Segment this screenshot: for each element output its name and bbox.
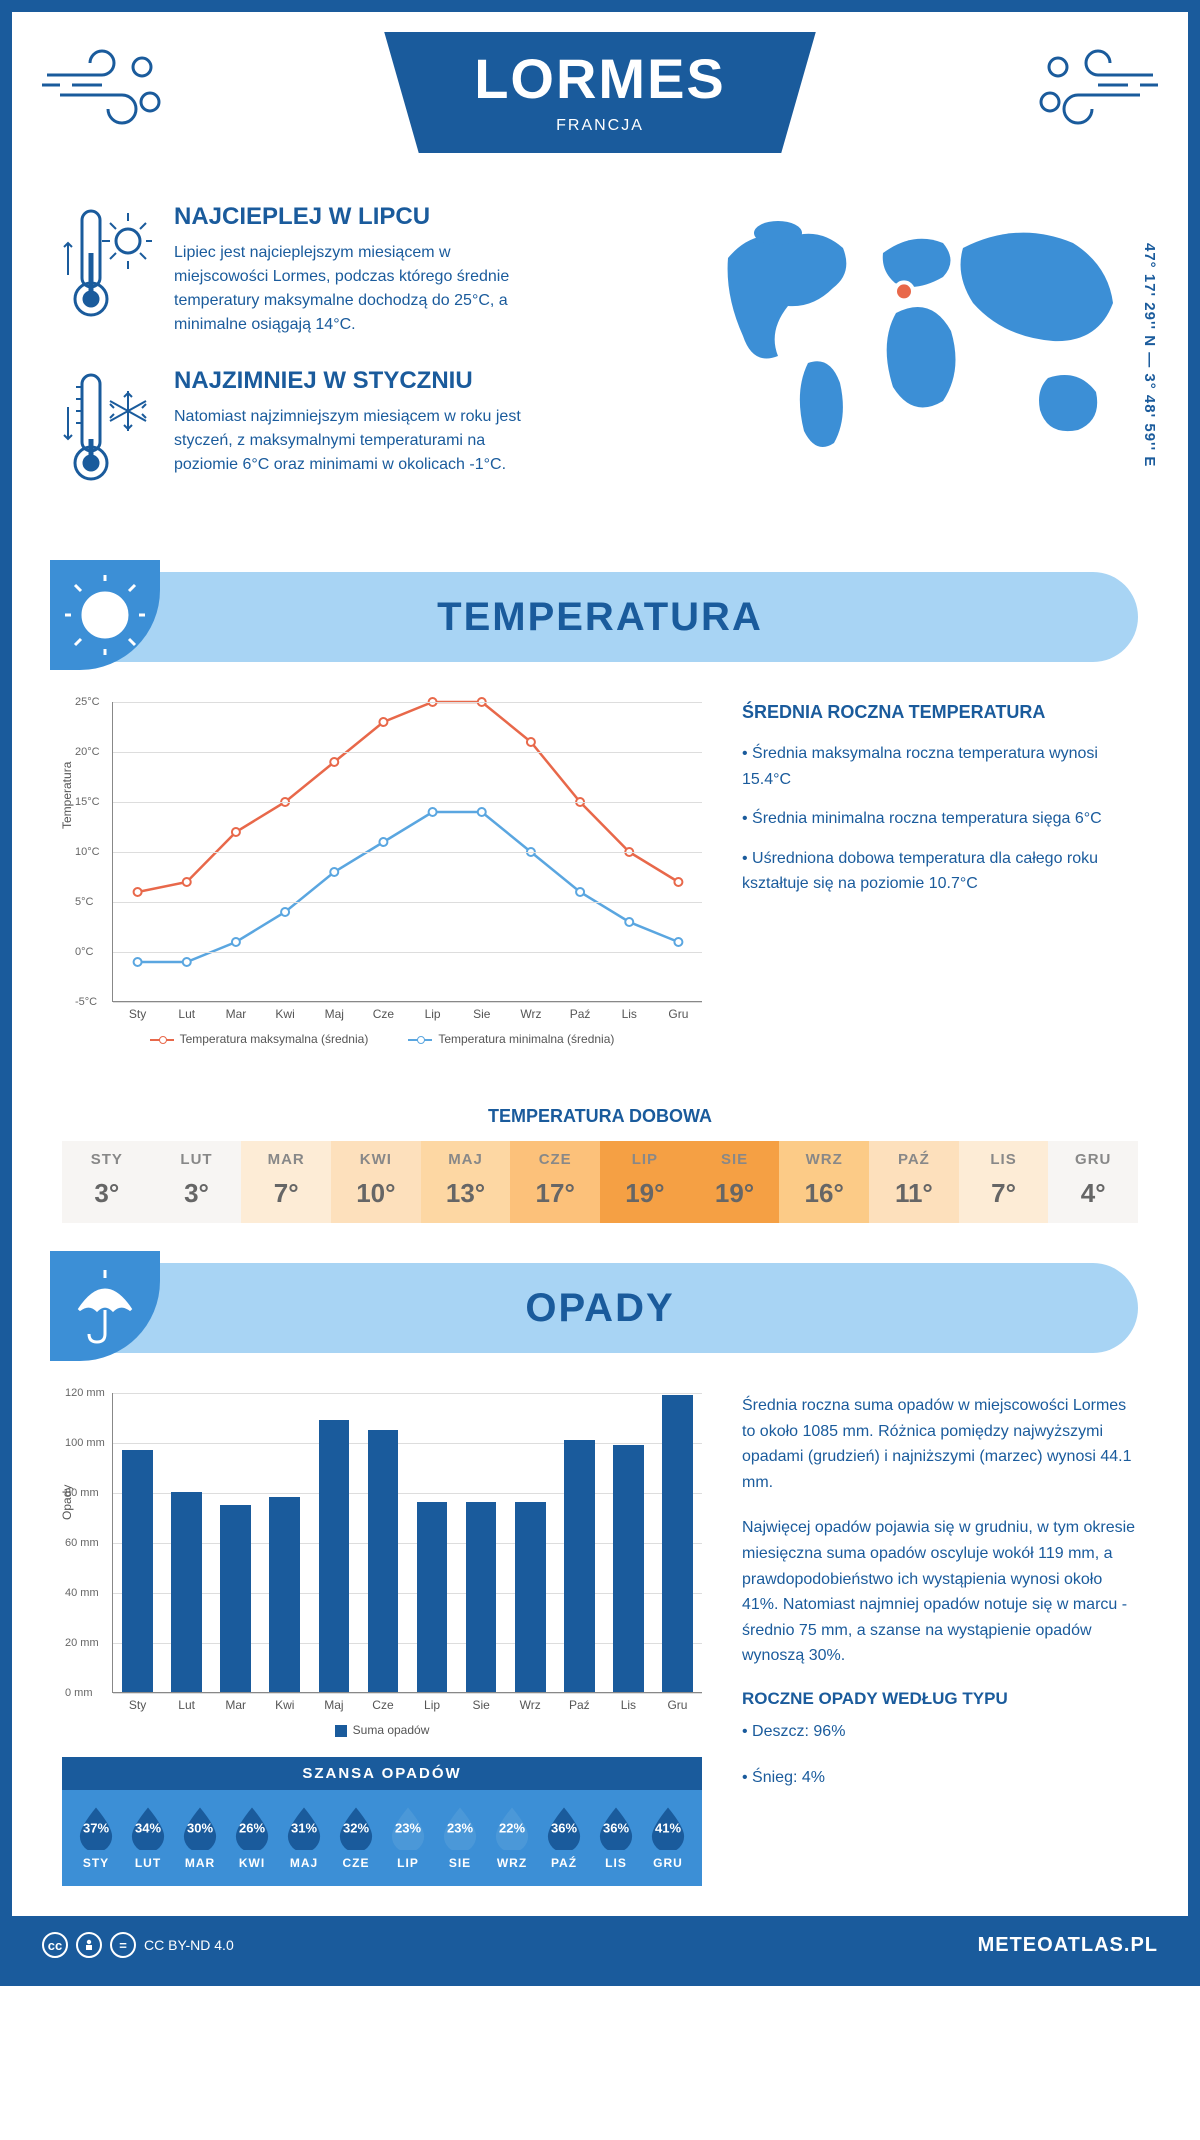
daily-cell: WRZ16° (779, 1141, 869, 1223)
temp-info-title: ŚREDNIA ROCZNA TEMPERATURA (742, 702, 1138, 723)
temperature-title: TEMPERATURA (437, 595, 763, 640)
precip-type-2: • Śnieg: 4% (742, 1765, 1138, 1791)
legend-max: Temperatura maksymalna (średnia) (180, 1032, 369, 1046)
infographic-page: LORMES FRANCJA NAJCIEPLEJ W LIPCU Lipiec… (0, 0, 1200, 1986)
precip-title: OPADY (525, 1286, 674, 1331)
daily-cell: CZE17° (510, 1141, 600, 1223)
coordinates: 47° 17' 29'' N — 3° 48' 59'' E (1141, 243, 1158, 467)
daily-cell: LUT3° (152, 1141, 242, 1223)
by-icon (76, 1932, 102, 1958)
coldest-text: Natomiast najzimniejszym miesiącem w rok… (174, 405, 534, 477)
coldest-title: NAJZIMNIEJ W STYCZNIU (174, 367, 534, 395)
precip-chance-box: SZANSA OPADÓW 37%STY34%LUT30%MAR26%KWI31… (62, 1757, 702, 1886)
nd-icon: = (110, 1932, 136, 1958)
thermometer-cold-icon (62, 367, 152, 492)
hottest-fact: NAJCIEPLEJ W LIPCU Lipiec jest najcieple… (62, 203, 648, 337)
chance-drop: 34%LUT (122, 1804, 174, 1870)
cc-icon: cc (42, 1932, 68, 1958)
precip-bar-chart: Opady 0 mm20 mm40 mm60 mm80 mm100 mm120 … (112, 1393, 702, 1693)
wind-icon (1028, 47, 1158, 132)
daily-cell: KWI10° (331, 1141, 421, 1223)
daily-cell: LIS7° (959, 1141, 1049, 1223)
chance-drop: 22%WRZ (486, 1804, 538, 1870)
chance-drop: 37%STY (70, 1804, 122, 1870)
temp-info-2: • Średnia minimalna roczna temperatura s… (742, 806, 1138, 832)
chance-drop: 23%SIE (434, 1804, 486, 1870)
world-map: 47° 17' 29'' N — 3° 48' 59'' E (688, 203, 1138, 522)
summary-row: NAJCIEPLEJ W LIPCU Lipiec jest najcieple… (12, 163, 1188, 552)
precip-type-title: ROCZNE OPADY WEDŁUG TYPU (742, 1689, 1138, 1709)
daily-cell: GRU4° (1048, 1141, 1138, 1223)
chance-drop: 32%CZE (330, 1804, 382, 1870)
chance-drop: 30%MAR (174, 1804, 226, 1870)
daily-cell: MAJ13° (421, 1141, 511, 1223)
hottest-text: Lipiec jest najcieplejszym miesiącem w m… (174, 241, 534, 337)
footer: cc = CC BY-ND 4.0 METEOATLAS.PL (12, 1916, 1188, 1974)
precip-banner: OPADY (62, 1263, 1138, 1353)
sun-icon (50, 560, 160, 670)
precip-legend: Suma opadów (62, 1723, 702, 1737)
daily-cell: STY3° (62, 1141, 152, 1223)
legend-min: Temperatura minimalna (średnia) (438, 1032, 614, 1046)
daily-cell: MAR7° (241, 1141, 331, 1223)
temp-info-3: • Uśredniona dobowa temperatura dla całe… (742, 846, 1138, 897)
site-name: METEOATLAS.PL (978, 1934, 1158, 1957)
thermometer-hot-icon (62, 203, 152, 337)
temp-ylabel: Temperatura (60, 761, 74, 828)
precip-text-2: Najwięcej opadów pojawia się w grudniu, … (742, 1515, 1138, 1669)
temp-legend: Temperatura maksymalna (średnia) Tempera… (62, 1032, 702, 1046)
temp-info-1: • Średnia maksymalna roczna temperatura … (742, 741, 1138, 792)
chance-drop: 36%PAŹ (538, 1804, 590, 1870)
chance-drops-row: 37%STY34%LUT30%MAR26%KWI31%MAJ32%CZE23%L… (62, 1790, 702, 1876)
precip-text-1: Średnia roczna suma opadów w miejscowośc… (742, 1393, 1138, 1495)
hottest-title: NAJCIEPLEJ W LIPCU (174, 203, 534, 231)
chance-drop: 36%LIS (590, 1804, 642, 1870)
daily-cell: SIE19° (690, 1141, 780, 1223)
temperature-line-chart: Temperatura -5°C0°C5°C10°C15°C20°C25°CSt… (112, 702, 702, 1002)
temperature-content: Temperatura -5°C0°C5°C10°C15°C20°C25°CSt… (12, 692, 1188, 1076)
wind-icon (42, 47, 172, 132)
country-name: FRANCJA (474, 117, 726, 135)
daily-temp-row: STY3°LUT3°MAR7°KWI10°MAJ13°CZE17°LIP19°S… (62, 1141, 1138, 1223)
header: LORMES FRANCJA (12, 12, 1188, 163)
precip-type-1: • Deszcz: 96% (742, 1719, 1138, 1745)
title-banner: LORMES FRANCJA (384, 32, 816, 153)
coldest-fact: NAJZIMNIEJ W STYCZNIU Natomiast najzimni… (62, 367, 648, 492)
chance-title: SZANSA OPADÓW (62, 1757, 702, 1790)
daily-temp-title: TEMPERATURA DOBOWA (12, 1106, 1188, 1127)
daily-cell: LIP19° (600, 1141, 690, 1223)
city-name: LORMES (474, 46, 726, 111)
chance-drop: 23%LIP (382, 1804, 434, 1870)
chance-drop: 41%GRU (642, 1804, 694, 1870)
license: cc = CC BY-ND 4.0 (42, 1932, 234, 1958)
chance-drop: 31%MAJ (278, 1804, 330, 1870)
daily-cell: PAŹ11° (869, 1141, 959, 1223)
license-text: CC BY-ND 4.0 (144, 1937, 234, 1953)
umbrella-icon (50, 1251, 160, 1361)
precip-content: Opady 0 mm20 mm40 mm60 mm80 mm100 mm120 … (12, 1383, 1188, 1916)
chance-drop: 26%KWI (226, 1804, 278, 1870)
temperature-banner: TEMPERATURA (62, 572, 1138, 662)
